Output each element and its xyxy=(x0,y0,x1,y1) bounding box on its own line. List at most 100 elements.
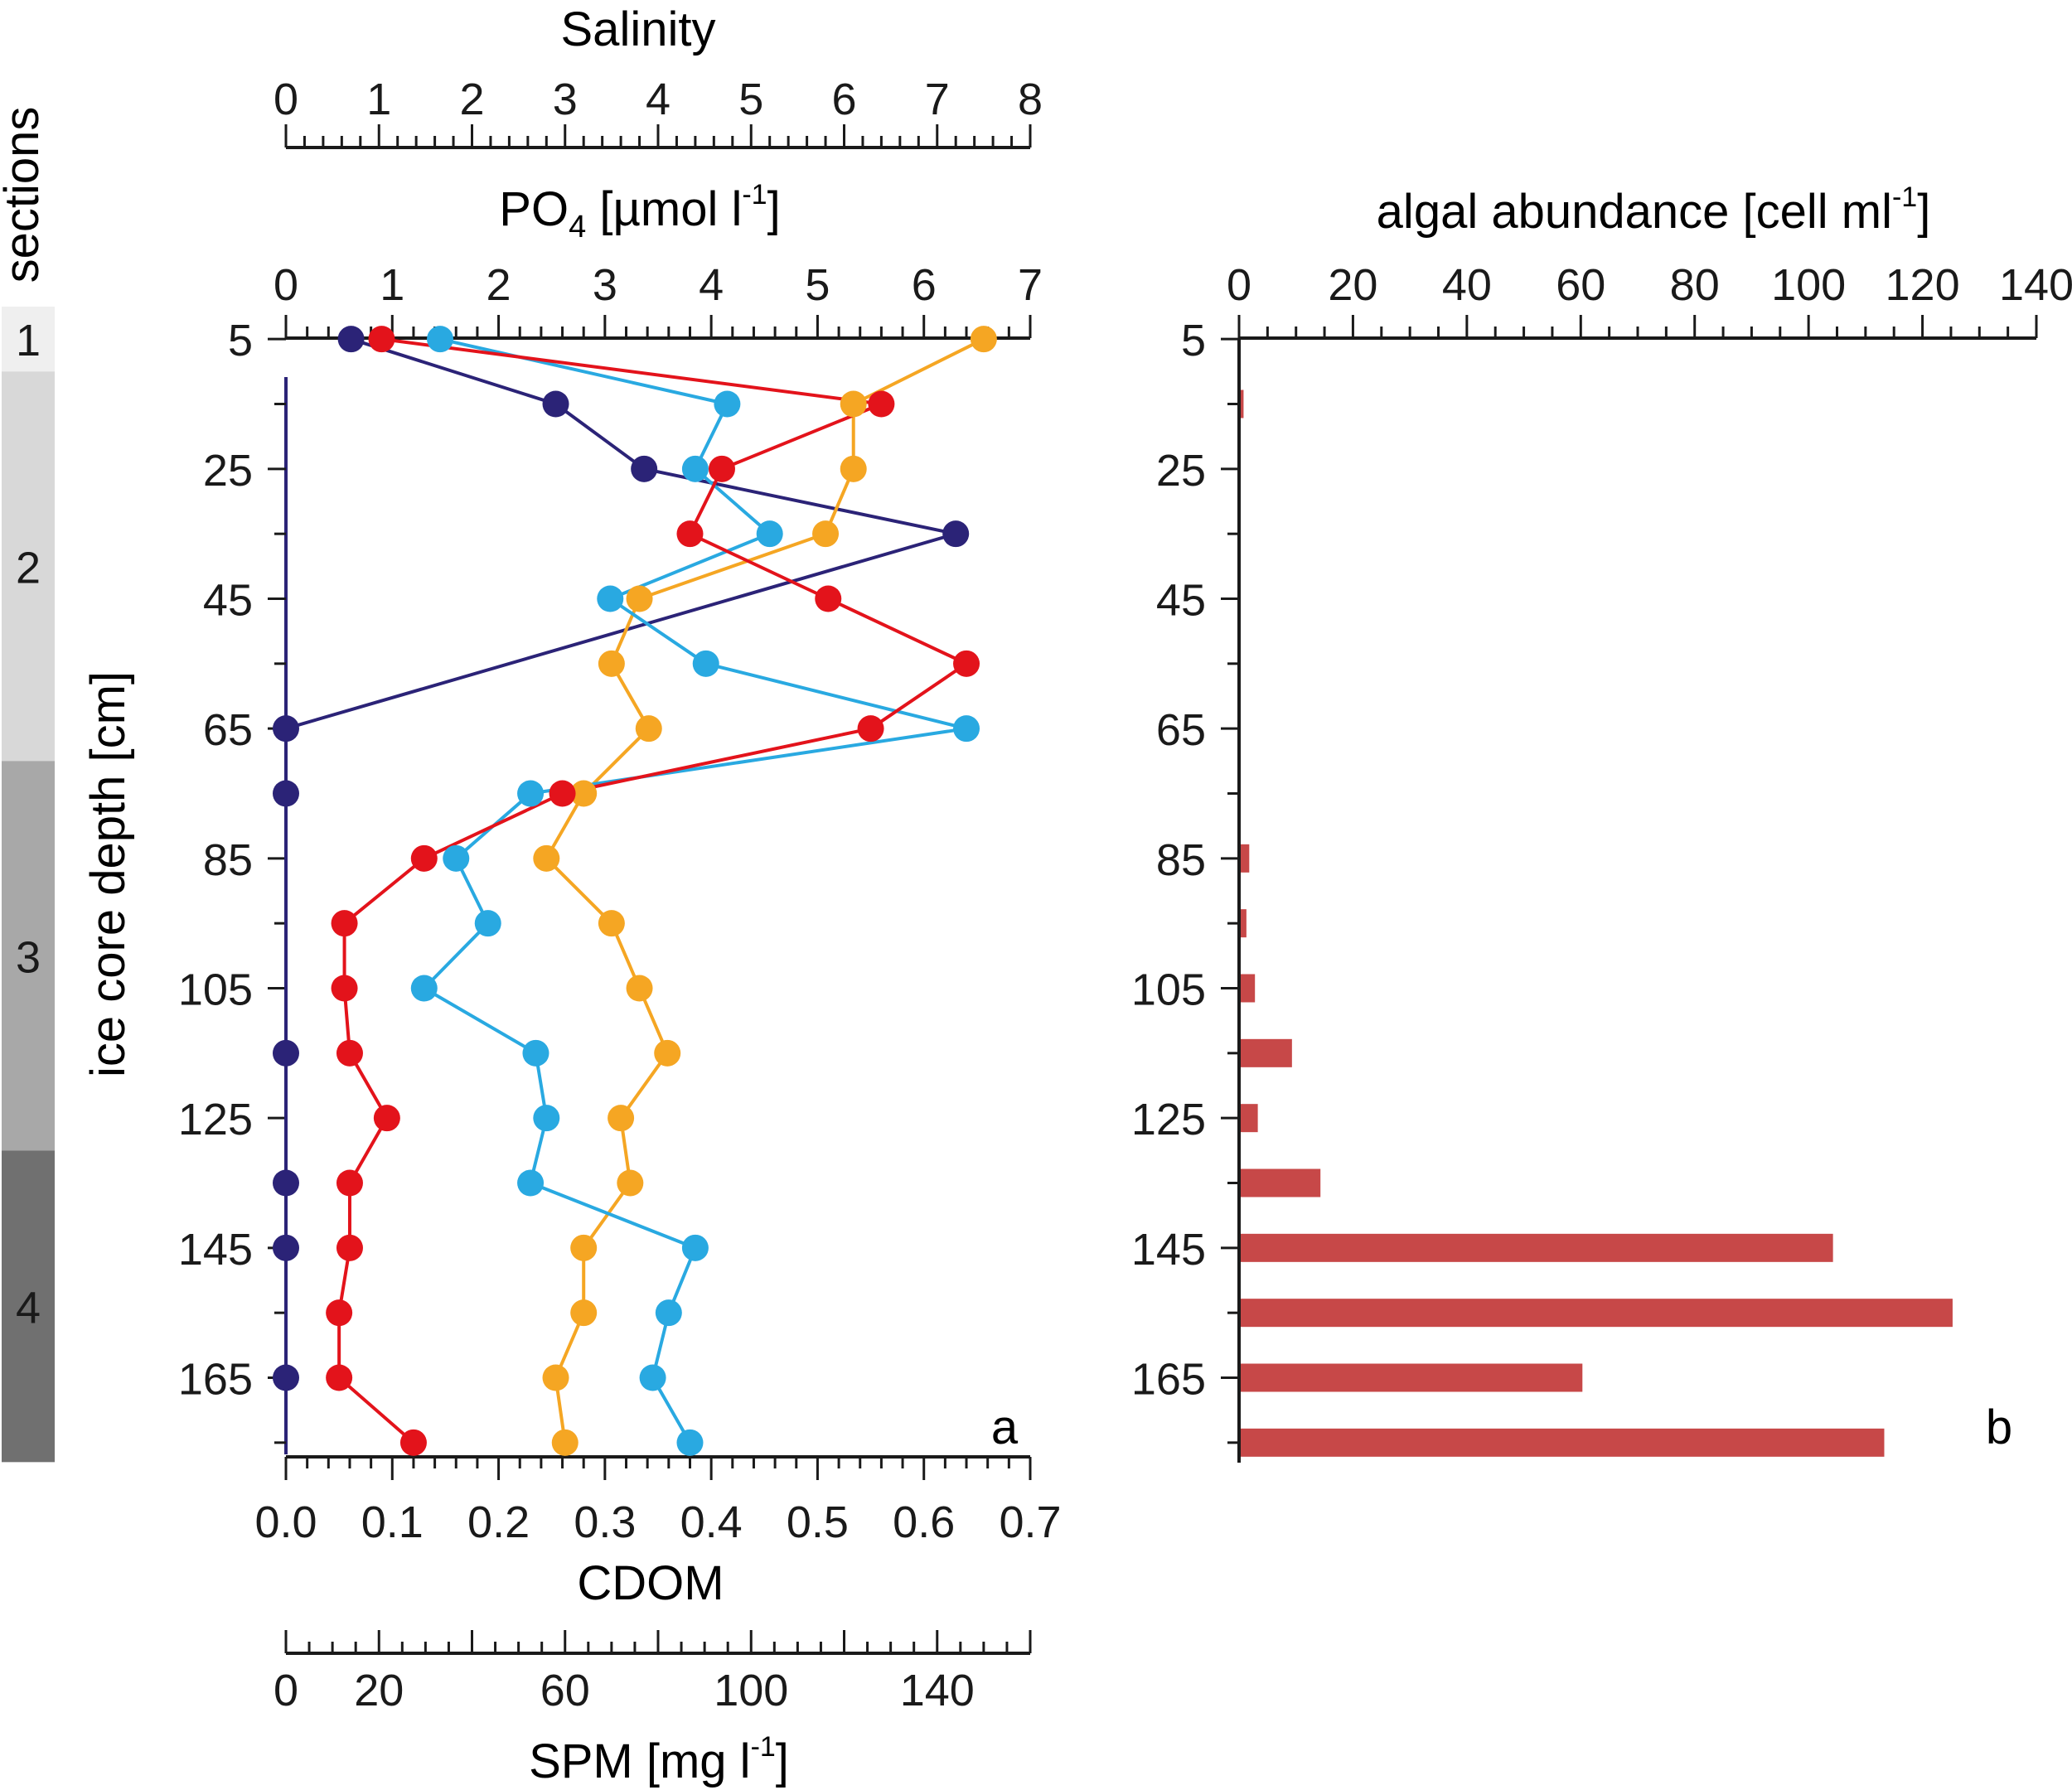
po4-point xyxy=(336,1039,363,1067)
cdom-tick-label: 0.1 xyxy=(361,1497,424,1547)
salinity-tick-label: 2 xyxy=(459,75,484,124)
po4-point xyxy=(331,910,358,937)
po4-point xyxy=(331,975,358,1002)
cdom-point xyxy=(676,1429,704,1456)
algae-bar xyxy=(1241,1428,1885,1457)
algae-bar xyxy=(1241,909,1247,938)
spm-series-line xyxy=(284,337,958,1378)
algae-bar xyxy=(1241,1363,1583,1392)
salinity-point xyxy=(617,1169,644,1197)
salinity-point xyxy=(840,455,867,482)
salinity-tick-label: 3 xyxy=(553,75,578,124)
salinity-point xyxy=(608,1105,635,1132)
po4-point xyxy=(373,1105,400,1132)
algae-x-tick-label: 100 xyxy=(1771,260,1846,310)
cdom-tick-label: 0.2 xyxy=(467,1497,530,1547)
salinity-tick-label: 6 xyxy=(831,75,856,124)
spm-axis-title: SPM [mg l-1] xyxy=(529,1731,789,1788)
sections-title: sections xyxy=(0,107,49,283)
y-axis-label: ice core depth [cm] xyxy=(81,671,135,1077)
po4-point xyxy=(326,1364,353,1391)
panel-a-y-tick-label: 45 xyxy=(203,576,253,626)
po4-point xyxy=(815,585,842,612)
cdom-point xyxy=(639,1364,666,1391)
cdom-point xyxy=(517,1169,545,1197)
spm-point xyxy=(273,1169,299,1197)
po4-title-unit: [µmol l xyxy=(586,182,742,236)
po4-tick-label: 3 xyxy=(593,260,617,310)
cdom-point xyxy=(681,1234,709,1261)
po4-point xyxy=(953,650,980,677)
salinity-point xyxy=(598,910,625,937)
salinity-tick-label: 7 xyxy=(925,75,950,124)
salinity-point xyxy=(570,1234,598,1261)
cdom-tick-label: 0.6 xyxy=(893,1497,955,1547)
panel-a-y-tick-label: 145 xyxy=(178,1225,253,1275)
spm-point xyxy=(542,390,569,418)
spm-point xyxy=(942,520,970,548)
po4-point xyxy=(336,1234,363,1261)
po4-title-sup: -1 xyxy=(742,179,767,210)
cdom-point xyxy=(714,390,741,418)
panel-a-y-tick-label: 165 xyxy=(178,1355,253,1405)
cdom-point xyxy=(410,975,438,1002)
section-1-band xyxy=(2,307,55,372)
algae-x-tick-label: 60 xyxy=(1556,260,1605,310)
section-2-band xyxy=(2,371,55,762)
po4-title-main: PO xyxy=(499,182,569,236)
cdom-series-line xyxy=(422,337,969,1444)
cdom-point xyxy=(692,650,719,677)
panel-b: 0 20 40 60 80 100 120 140 5 25 45 65 85 105 125 145 165 xyxy=(1131,260,2072,1463)
spm-title-sup: -1 xyxy=(751,1731,776,1763)
spm-tick-label: 0 xyxy=(274,1666,298,1715)
algae-axis-title: algal abundance [cell ml-1] xyxy=(1377,181,1931,239)
spm-tick-label: 100 xyxy=(714,1666,788,1715)
algae-bar xyxy=(1241,974,1256,1003)
algae-x-tick-label: 140 xyxy=(1999,260,2072,310)
cdom-point xyxy=(655,1299,682,1327)
algae-bar xyxy=(1241,1038,1292,1067)
section-4-label: 4 xyxy=(16,1283,41,1333)
algae-x-tick-label: 20 xyxy=(1328,260,1377,310)
section-3-band xyxy=(2,761,55,1151)
spm-point xyxy=(273,1039,299,1067)
panel-a-y-tick-label: 125 xyxy=(178,1095,253,1144)
po4-tick-label: 4 xyxy=(699,260,724,310)
panel-b-y-tick-label: 65 xyxy=(1156,705,1206,755)
salinity-series-line xyxy=(545,337,985,1444)
cdom-tick-label: 0.7 xyxy=(999,1497,1061,1547)
po4-point xyxy=(410,844,438,872)
po4-tick-label: 1 xyxy=(380,260,404,310)
panel-b-label: b xyxy=(1986,1401,2012,1454)
cdom-point xyxy=(427,326,454,353)
po4-tick-label: 5 xyxy=(805,260,830,310)
algae-bar xyxy=(1241,1104,1258,1133)
spm-point xyxy=(337,326,365,353)
cdom-point xyxy=(597,585,624,612)
section-1-label: 1 xyxy=(16,316,41,365)
algae-bar xyxy=(1241,1299,1953,1328)
algae-bar xyxy=(1241,1168,1321,1197)
salinity-tick-label: 8 xyxy=(1018,75,1043,124)
po4-point xyxy=(549,780,576,807)
salinity-tick-label: 1 xyxy=(366,75,391,124)
panel-b-y-tick-label: 105 xyxy=(1131,965,1206,1015)
po4-point xyxy=(336,1169,363,1197)
cdom-point xyxy=(474,910,501,937)
salinity-point xyxy=(570,1299,598,1327)
panel-b-y-tick-label: 5 xyxy=(1181,316,1206,365)
salinity-point xyxy=(635,715,662,743)
panel-a-label: a xyxy=(991,1401,1019,1454)
po4-tick-label: 6 xyxy=(912,260,937,310)
po4-point xyxy=(368,326,395,353)
panel-a-y-tick-label: 105 xyxy=(178,965,253,1015)
cdom-point xyxy=(522,1039,549,1067)
algae-title-main: algal abundance [cell ml xyxy=(1377,185,1892,239)
salinity-tick-label: 0 xyxy=(274,75,298,124)
po4-point xyxy=(868,390,895,418)
po4-series-line xyxy=(337,337,969,1444)
po4-point xyxy=(676,520,704,548)
salinity-point xyxy=(812,520,840,548)
